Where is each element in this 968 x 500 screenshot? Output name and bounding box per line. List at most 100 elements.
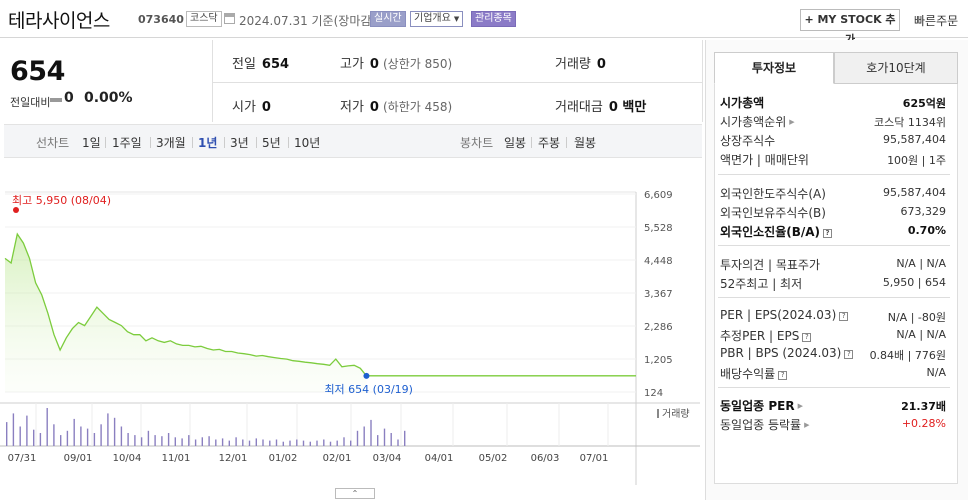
amount-label: 거래대금 [555, 100, 603, 115]
tab-separator [256, 137, 257, 148]
volume-bar [221, 438, 224, 446]
help-icon[interactable]: ? [778, 371, 788, 380]
volume-bar [235, 437, 237, 446]
info-row-label: 액면가 | 매매단위 [720, 151, 809, 168]
tab-weekly-candle[interactable]: 주봉 [538, 136, 561, 150]
tab-monthly-candle[interactable]: 월봉 [574, 136, 597, 150]
volume-bar [316, 440, 318, 446]
info-label-text: 상장주식수 [720, 134, 776, 148]
quick-order-link[interactable]: 빠른주문 [914, 14, 959, 28]
help-icon[interactable]: ? [802, 333, 812, 342]
tab-3m[interactable]: 3개월 [156, 136, 186, 150]
tab-separator [288, 137, 289, 148]
volume-legend-icon [657, 409, 659, 418]
chevron-right-icon[interactable]: ▶ [804, 421, 810, 429]
volume-bar [289, 440, 291, 446]
info-row-label: 동일업종 등락률 ▶ [720, 416, 810, 433]
trade-amount: 거래대금 0 백만 [555, 96, 646, 115]
volume-bar [66, 430, 69, 446]
volume-bar [93, 433, 96, 446]
volume-bar [302, 440, 305, 446]
help-icon[interactable]: ? [839, 312, 849, 321]
volume-bars [6, 408, 406, 446]
info-row-value: 673,329 [900, 205, 947, 218]
volume-bar [181, 438, 183, 446]
volume-bar [282, 441, 284, 446]
tab-3y[interactable]: 3년 [230, 136, 249, 150]
tab-1y[interactable]: 1년 [198, 136, 218, 150]
volume-legend: 거래량 [662, 408, 690, 420]
tab-1w[interactable]: 1주일 [112, 136, 142, 150]
info-label-text: 시가총액 [720, 96, 765, 110]
tab-10y[interactable]: 10년 [294, 136, 321, 150]
volume-bar [323, 439, 325, 446]
info-row-label: 추정PER | EPS? [720, 327, 812, 344]
tab-investment-info[interactable]: 투자정보 [714, 52, 834, 84]
lower-limit: (하한가 458) [382, 100, 453, 114]
quote-date: 2024.07.31 기준(장마감) [239, 14, 377, 28]
x-tick-label: 02/01 [323, 453, 352, 464]
info-row-value: N/A | N/A [896, 257, 946, 270]
open-label: 시가 [232, 100, 256, 115]
open-price: 시가 0 [232, 96, 271, 115]
amount-value: 0 백만 [608, 100, 647, 115]
tab-5y[interactable]: 5년 [262, 136, 281, 150]
info-divider [718, 297, 950, 298]
chevron-right-icon[interactable]: ▶ [789, 118, 795, 126]
volume-bar [343, 437, 345, 446]
info-label-text: 동일업종 PER [720, 399, 795, 413]
volume-bar [336, 440, 338, 446]
tab-separator [105, 137, 106, 148]
tab-1d[interactable]: 1일 [82, 136, 101, 150]
help-icon[interactable]: ? [844, 350, 854, 359]
tab-daily-candle[interactable]: 일봉 [504, 136, 527, 150]
chart-tab-bar: 선차트 1일 1주일 3개월 1년 3년 5년 10년 봉차트 일봉 주봉 월봉 [4, 124, 702, 158]
volume-bar [60, 435, 62, 446]
tab-separator [566, 137, 567, 148]
info-row-label: PBR | BPS (2024.03)? [720, 346, 854, 360]
add-mystock-button[interactable]: + MY STOCK 추가 [800, 9, 900, 46]
volume-bar [86, 428, 89, 446]
change-percent: 0.00% [84, 90, 133, 106]
company-overview-dropdown[interactable]: 기업개요 ▼ [410, 11, 464, 27]
x-tick-label: 01/02 [269, 453, 298, 464]
y-tick-label: 5,528 [644, 223, 673, 234]
y-axis-ticks: 6,609 5,528 4,448 3,367 2,286 1,205 124 [644, 190, 673, 399]
tab-orderbook-10[interactable]: 호가10단계 [834, 52, 958, 84]
low-marker [363, 372, 370, 379]
volume-bar [255, 438, 257, 446]
x-tick-label: 09/01 [64, 453, 93, 464]
tab-separator [192, 137, 193, 148]
info-label-text: 52주최고 | 최저 [720, 277, 803, 291]
realtime-button[interactable]: 실시간 [370, 11, 406, 27]
x-tick-label: 04/01 [425, 453, 454, 464]
high-price: 고가 0 (상한가 850) [340, 53, 452, 72]
candle-chart-label: 봉차트 [460, 136, 494, 150]
info-row-value: 95,587,404 [883, 133, 946, 146]
tab-separator [224, 137, 225, 148]
info-label-text: 투자의견 | 목표주가 [720, 258, 820, 272]
prev-close-value: 654 [261, 57, 290, 72]
volume-bar [377, 435, 379, 446]
collapse-chart-button[interactable]: ⌃ [335, 488, 375, 499]
company-overview-label: 기업개요 [414, 13, 451, 24]
info-divider [718, 245, 950, 246]
y-tick-label: 1,205 [644, 355, 673, 366]
prev-close: 전일 654 [232, 53, 289, 72]
low-value: 0 [369, 100, 379, 115]
info-body [714, 84, 958, 484]
chevron-right-icon[interactable]: ▶ [797, 402, 803, 410]
volume-bar [154, 435, 156, 446]
help-icon[interactable]: ? [823, 229, 833, 238]
info-label-text: 추정PER | EPS [720, 329, 800, 343]
divider [212, 82, 702, 83]
volume-bar [356, 430, 359, 446]
volume-bar [80, 426, 82, 446]
volume: 거래량 0 [555, 53, 606, 72]
info-row-label: 동일업종 PER ▶ [720, 397, 803, 414]
volume-bar [12, 413, 15, 446]
high-marker [13, 207, 19, 213]
volume-bar [26, 415, 28, 446]
low-annotation: 최저 654 (03/19) [324, 383, 413, 396]
management-stock-badge[interactable]: 관리종목 [471, 11, 516, 27]
